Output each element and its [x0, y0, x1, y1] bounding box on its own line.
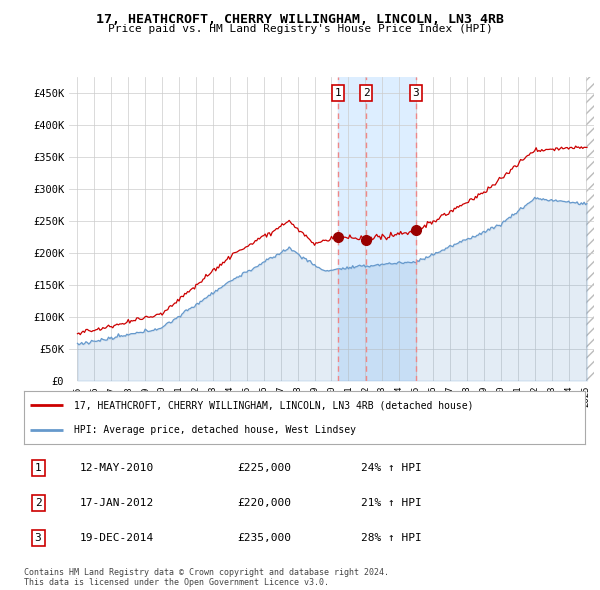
- Text: 3: 3: [412, 88, 419, 98]
- Text: 1: 1: [35, 463, 41, 473]
- Text: Price paid vs. HM Land Registry's House Price Index (HPI): Price paid vs. HM Land Registry's House …: [107, 24, 493, 34]
- Text: 28% ↑ HPI: 28% ↑ HPI: [361, 533, 421, 543]
- Text: 2: 2: [363, 88, 370, 98]
- Text: £225,000: £225,000: [237, 463, 291, 473]
- Text: 24% ↑ HPI: 24% ↑ HPI: [361, 463, 421, 473]
- Text: 12-MAY-2010: 12-MAY-2010: [80, 463, 154, 473]
- Text: 17-JAN-2012: 17-JAN-2012: [80, 498, 154, 508]
- Text: 17, HEATHCROFT, CHERRY WILLINGHAM, LINCOLN, LN3 4RB: 17, HEATHCROFT, CHERRY WILLINGHAM, LINCO…: [96, 13, 504, 26]
- Text: 19-DEC-2014: 19-DEC-2014: [80, 533, 154, 543]
- Text: £220,000: £220,000: [237, 498, 291, 508]
- Text: 3: 3: [35, 533, 41, 543]
- Text: 1: 1: [334, 88, 341, 98]
- Text: 17, HEATHCROFT, CHERRY WILLINGHAM, LINCOLN, LN3 4RB (detached house): 17, HEATHCROFT, CHERRY WILLINGHAM, LINCO…: [74, 401, 474, 411]
- Text: 21% ↑ HPI: 21% ↑ HPI: [361, 498, 421, 508]
- Text: £235,000: £235,000: [237, 533, 291, 543]
- Text: Contains HM Land Registry data © Crown copyright and database right 2024.
This d: Contains HM Land Registry data © Crown c…: [24, 568, 389, 587]
- Text: 2: 2: [35, 498, 41, 508]
- Bar: [586, 77, 594, 381]
- Bar: [338, 77, 416, 381]
- Text: HPI: Average price, detached house, West Lindsey: HPI: Average price, detached house, West…: [74, 425, 356, 435]
